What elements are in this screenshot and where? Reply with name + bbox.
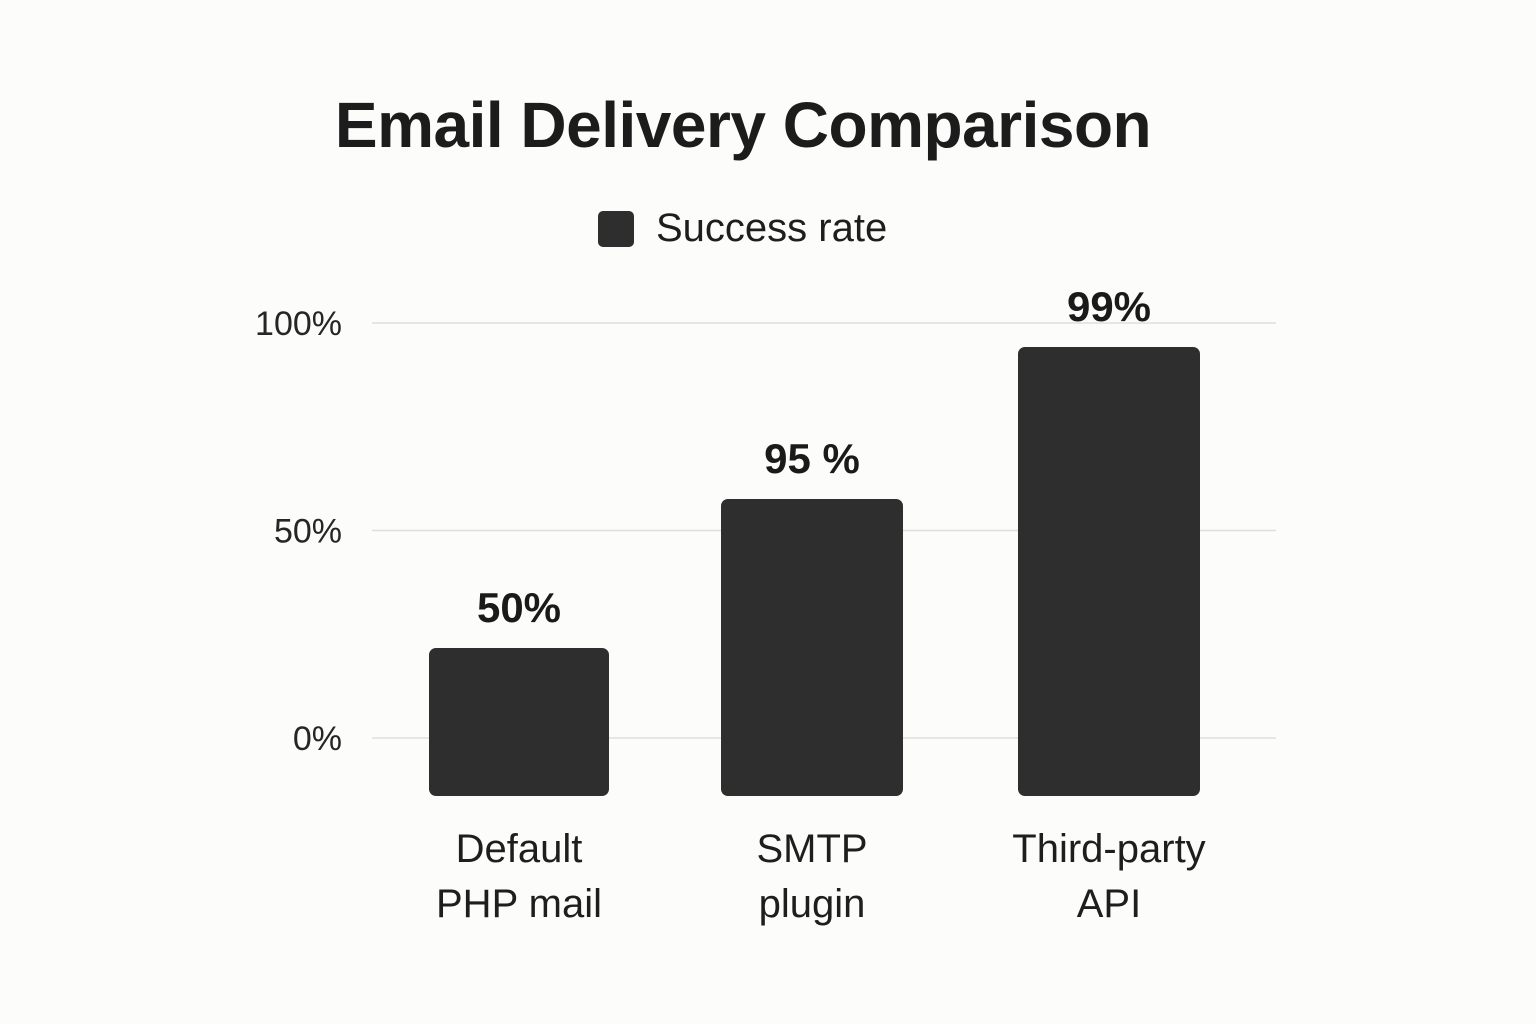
category-label: PHP mail bbox=[436, 882, 602, 926]
category-label: plugin bbox=[759, 882, 866, 926]
bar bbox=[1018, 347, 1200, 796]
legend: Success rate bbox=[598, 206, 887, 251]
category-label: API bbox=[1077, 882, 1141, 926]
data-label: 50% bbox=[477, 584, 561, 631]
bar bbox=[429, 648, 609, 796]
category-label: Default bbox=[456, 827, 583, 871]
y-tick-label: 100% bbox=[255, 305, 342, 343]
legend-label: Success rate bbox=[656, 206, 888, 250]
data-label: 95 % bbox=[764, 435, 860, 482]
data-label: 99% bbox=[1067, 283, 1151, 330]
category-label: SMTP bbox=[756, 827, 867, 871]
bar bbox=[721, 499, 903, 796]
category-label: Third-party bbox=[1012, 827, 1205, 871]
legend-swatch bbox=[598, 210, 634, 247]
y-tick-label: 50% bbox=[274, 513, 342, 551]
y-tick-label: 0% bbox=[293, 720, 342, 758]
chart-title: Email Delivery Comparison bbox=[334, 89, 1152, 161]
